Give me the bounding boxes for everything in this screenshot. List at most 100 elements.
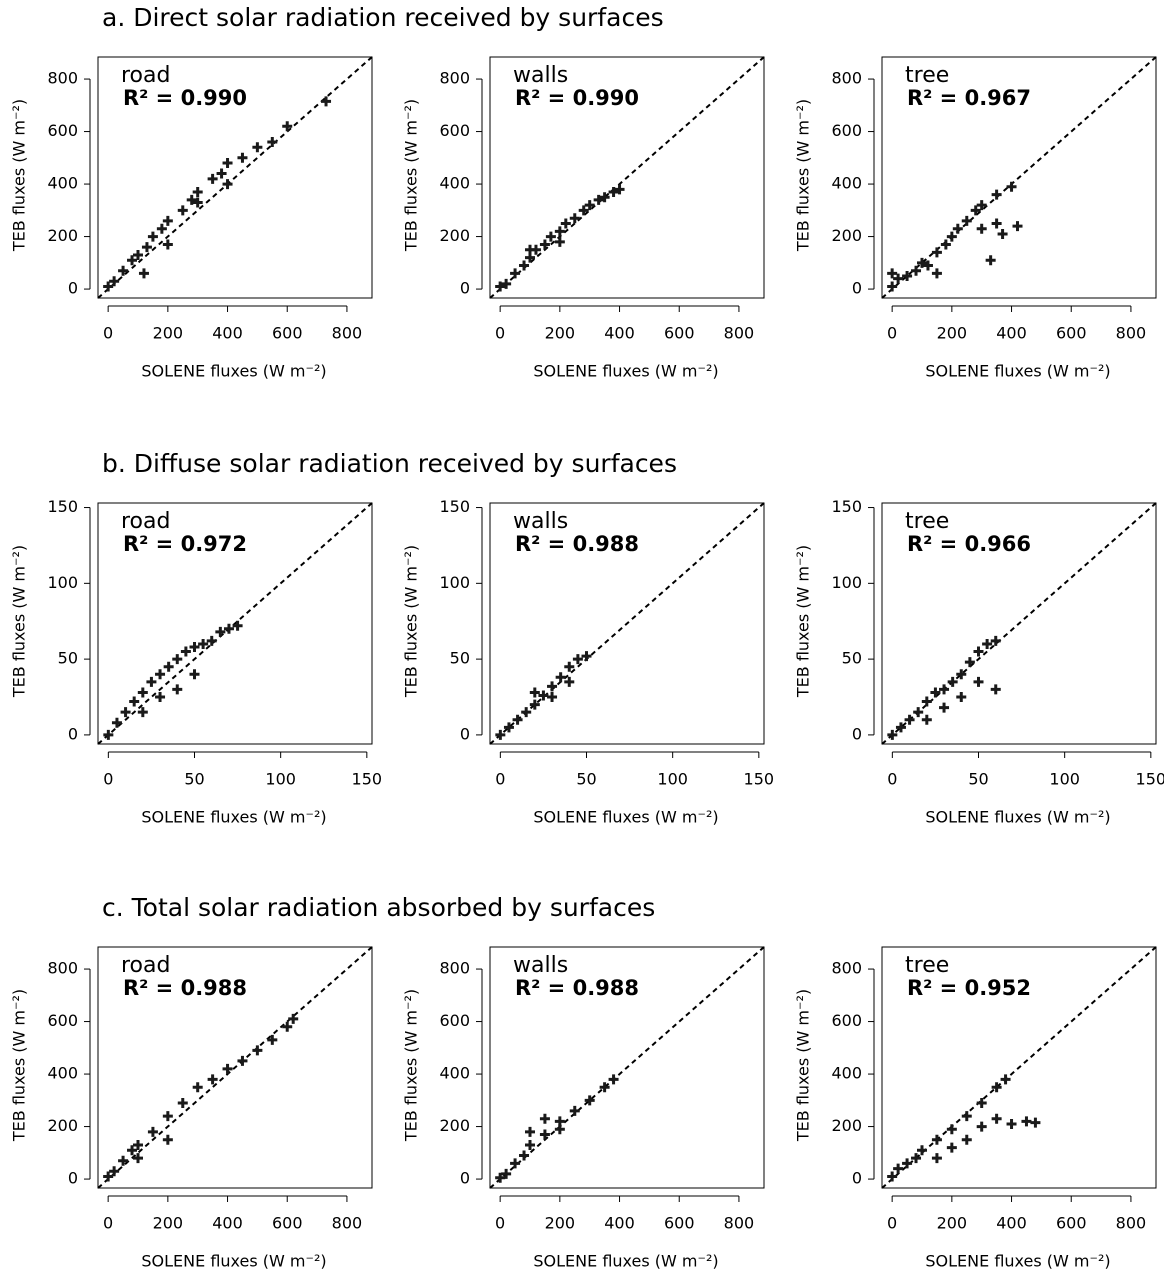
panel-label: tree bbox=[905, 509, 949, 534]
x-tick-label: 600 bbox=[1056, 324, 1087, 343]
point bbox=[177, 205, 188, 216]
point bbox=[155, 669, 166, 680]
point bbox=[223, 623, 234, 634]
point bbox=[189, 641, 200, 652]
y-axis-label: TEB fluxes (W m⁻²) bbox=[794, 989, 813, 1142]
point bbox=[222, 179, 233, 190]
point bbox=[578, 205, 589, 216]
y-tick-label: 800 bbox=[439, 69, 470, 88]
point bbox=[921, 714, 932, 725]
point bbox=[109, 276, 120, 287]
identity-line bbox=[881, 502, 1157, 745]
point bbox=[555, 672, 566, 683]
point bbox=[127, 255, 138, 266]
point bbox=[162, 1134, 173, 1145]
identity-line bbox=[489, 56, 765, 299]
point bbox=[103, 729, 114, 740]
x-tick-label: 0 bbox=[887, 324, 897, 343]
point bbox=[931, 1153, 942, 1164]
point bbox=[1030, 1117, 1041, 1128]
plot-frame bbox=[489, 502, 765, 745]
panel: 0 200 400 600 800 0 200 400 600 800 SOLENE fluxes … bbox=[402, 56, 765, 381]
point bbox=[887, 281, 898, 292]
y-tick-label: 50 bbox=[58, 649, 78, 668]
point bbox=[614, 184, 625, 195]
point bbox=[503, 722, 514, 733]
point bbox=[137, 687, 148, 698]
y-tick-label: 0 bbox=[68, 724, 78, 743]
point bbox=[893, 1163, 904, 1174]
y-tick-label: 600 bbox=[831, 121, 862, 140]
point bbox=[103, 1171, 114, 1182]
point bbox=[141, 242, 152, 253]
x-tick-label: 800 bbox=[332, 324, 363, 343]
point bbox=[282, 121, 293, 132]
panel-label: tree bbox=[905, 63, 949, 88]
point bbox=[554, 1124, 565, 1135]
x-tick-label: 200 bbox=[153, 324, 184, 343]
plot-frame bbox=[489, 56, 765, 299]
point bbox=[990, 684, 1001, 695]
y-axis-label: TEB fluxes (W m⁻²) bbox=[402, 989, 421, 1142]
point bbox=[147, 1126, 158, 1137]
x-tick-label: 800 bbox=[724, 1214, 755, 1233]
point bbox=[564, 661, 575, 672]
x-tick-label: 100 bbox=[1049, 770, 1080, 789]
x-tick-label: 400 bbox=[996, 1214, 1027, 1233]
point bbox=[132, 1153, 143, 1164]
point bbox=[321, 96, 332, 107]
point bbox=[501, 278, 512, 289]
point bbox=[976, 200, 987, 211]
point bbox=[554, 226, 565, 237]
y-axis-label: TEB fluxes (W m⁻²) bbox=[10, 545, 29, 698]
point bbox=[599, 1082, 610, 1093]
x-tick-label: 0 bbox=[887, 770, 897, 789]
point bbox=[529, 699, 540, 710]
plot-frame bbox=[881, 946, 1157, 1189]
point bbox=[127, 1145, 138, 1156]
y-tick-label: 0 bbox=[460, 279, 470, 298]
r-squared: R² = 0.988 bbox=[123, 976, 247, 1000]
panel-label: road bbox=[121, 63, 170, 88]
point bbox=[990, 635, 1001, 646]
point bbox=[132, 1139, 143, 1150]
point bbox=[538, 690, 549, 701]
point bbox=[519, 1150, 530, 1161]
point bbox=[252, 1045, 263, 1056]
point bbox=[547, 681, 558, 692]
y-tick-label: 400 bbox=[47, 174, 78, 193]
point bbox=[1000, 1074, 1011, 1085]
y-tick-label: 0 bbox=[68, 279, 78, 298]
x-tick-label: 400 bbox=[212, 1214, 243, 1233]
panel-label: walls bbox=[513, 509, 568, 534]
plot-frame bbox=[97, 56, 373, 299]
x-tick-label: 100 bbox=[657, 770, 688, 789]
point bbox=[162, 215, 173, 226]
point bbox=[911, 265, 922, 276]
point bbox=[569, 213, 580, 224]
x-tick-label: 150 bbox=[352, 770, 383, 789]
point bbox=[922, 260, 933, 271]
y-tick-label: 0 bbox=[852, 724, 862, 743]
point bbox=[539, 239, 550, 250]
x-tick-label: 600 bbox=[1056, 1214, 1087, 1233]
y-tick-label: 200 bbox=[47, 226, 78, 245]
x-axis-label: SOLENE fluxes (W m⁻²) bbox=[925, 808, 1110, 827]
panel: 0 50 100 150 0 50 100 150 SOLENE fluxes (W m⁻²) T… bbox=[794, 497, 1164, 826]
section-title: a. Direct solar radiation received by su… bbox=[102, 3, 664, 32]
x-tick-label: 50 bbox=[576, 770, 596, 789]
point bbox=[222, 158, 233, 169]
point bbox=[940, 239, 951, 250]
x-tick-label: 0 bbox=[495, 324, 505, 343]
x-axis-label: SOLENE fluxes (W m⁻²) bbox=[533, 362, 718, 381]
r-squared: R² = 0.966 bbox=[907, 532, 1031, 556]
point bbox=[976, 1097, 987, 1108]
point bbox=[904, 714, 915, 725]
point bbox=[970, 205, 981, 216]
x-tick-label: 200 bbox=[937, 1214, 968, 1233]
point bbox=[581, 651, 592, 662]
y-tick-label: 800 bbox=[47, 959, 78, 978]
point bbox=[887, 268, 898, 279]
point bbox=[982, 638, 993, 649]
